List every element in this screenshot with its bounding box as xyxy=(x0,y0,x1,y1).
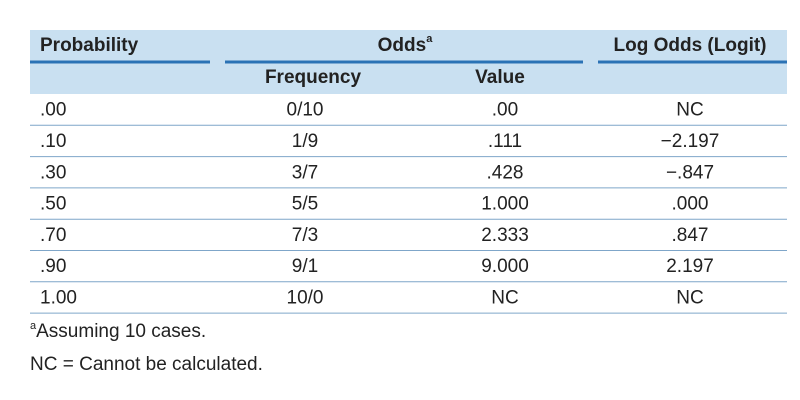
frequency-cell: 0/10 xyxy=(287,100,324,121)
value-cell: .00 xyxy=(492,100,518,121)
log-odds-cell: .000 xyxy=(672,194,709,215)
header-odds-note: a xyxy=(426,33,433,45)
probability-cell: .90 xyxy=(40,256,66,277)
log-odds-cell: .847 xyxy=(672,225,709,246)
value-cell: 1.000 xyxy=(481,194,529,215)
frequency-cell: 3/7 xyxy=(292,162,318,183)
header-odds: Oddsa xyxy=(378,33,434,56)
header-value: Value xyxy=(475,67,525,88)
footnote-text: Assuming 10 cases. xyxy=(36,321,206,342)
value-cell: 2.333 xyxy=(481,225,529,246)
header-frequency: Frequency xyxy=(265,67,362,88)
probability-cell: .50 xyxy=(40,194,66,215)
value-cell: .111 xyxy=(488,131,522,152)
probability-cell: .10 xyxy=(40,131,66,152)
probability-cell: .00 xyxy=(40,100,66,121)
frequency-cell: 10/0 xyxy=(287,287,324,308)
header-odds-text: Odds xyxy=(378,35,427,56)
header-probability: Probability xyxy=(40,35,139,56)
frequency-cell: 1/9 xyxy=(292,131,318,152)
log-odds-cell: −.847 xyxy=(666,162,714,183)
frequency-cell: 5/5 xyxy=(292,194,318,215)
header-log-odds: Log Odds (Logit) xyxy=(613,35,766,56)
log-odds-cell: −2.197 xyxy=(661,131,720,152)
log-odds-cell: NC xyxy=(676,287,703,308)
frequency-cell: 9/1 xyxy=(292,256,318,277)
log-odds-cell: 2.197 xyxy=(666,256,714,277)
footnote: aAssuming 10 cases. xyxy=(30,320,206,342)
footnote-marker: a xyxy=(30,320,37,332)
value-cell: NC xyxy=(491,287,518,308)
footnote: NC = Cannot be calculated. xyxy=(30,354,263,375)
value-cell: .428 xyxy=(487,162,524,183)
table-body: .00 0/10 .00 NC .10 1/9 .111 −2.197 .30 3/7 .428 −.… xyxy=(30,100,787,314)
probability-cell: .70 xyxy=(40,225,66,246)
value-cell: 9.000 xyxy=(481,256,529,277)
frequency-cell: 7/3 xyxy=(292,225,318,246)
probability-cell: 1.00 xyxy=(40,287,77,308)
log-odds-cell: NC xyxy=(676,100,703,121)
probability-cell: .30 xyxy=(40,162,66,183)
